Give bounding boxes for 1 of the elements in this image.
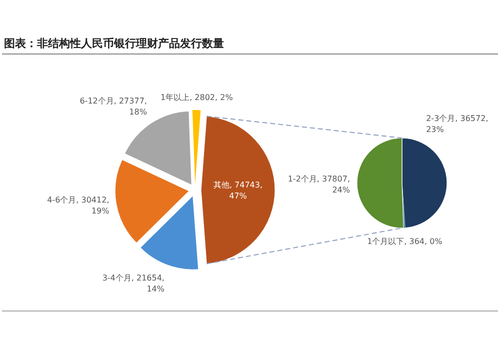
chart-title: 图表：非结构性人民币银行理财产品发行数量 (4, 37, 224, 50)
